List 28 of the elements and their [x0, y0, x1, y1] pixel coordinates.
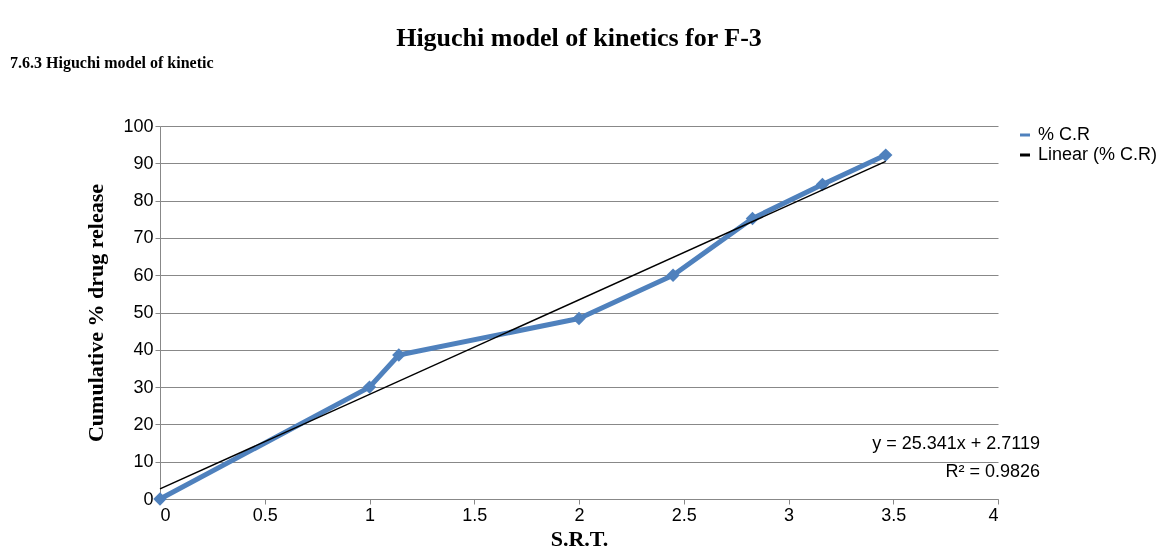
x-tick-label: 3.5 — [881, 504, 907, 525]
y-tick-label: 20 — [133, 413, 154, 434]
x-tick-label: 0.5 — [252, 504, 278, 525]
annotation: R² = 0.9826 — [945, 461, 1040, 481]
x-tick-label: 4 — [988, 504, 999, 525]
x-axis-title: S.R.T. — [550, 525, 609, 551]
y-tick-label: 70 — [133, 227, 154, 248]
chart-title: Higuchi model of kinetics for F-3 — [396, 23, 762, 52]
text: 7.6.3 Higuchi model of kinetic — [10, 54, 214, 72]
x-tick-label: 0 — [160, 504, 171, 525]
y-tick-label: 10 — [133, 451, 154, 472]
x-tick-label: 1 — [364, 504, 376, 525]
x-tick-label: 1.5 — [462, 504, 488, 525]
legend-label: Linear (% C.R) — [1038, 144, 1158, 164]
y-tick-label: 100 — [123, 115, 154, 136]
y-axis-title: Cumulative % drug release — [83, 183, 109, 443]
x-tick-label: 2.5 — [671, 504, 697, 525]
y-tick-label: 80 — [133, 190, 154, 211]
annotation: y = 25.341x + 2.7119 — [872, 433, 1040, 453]
x-tick-label: 3 — [783, 504, 795, 525]
y-tick-label: 0 — [143, 488, 154, 509]
legend-label: % C.R — [1038, 124, 1091, 144]
y-tick-label: 60 — [133, 264, 154, 285]
y-tick-label: 30 — [133, 376, 154, 397]
y-tick-label: 50 — [133, 302, 154, 322]
y-tick-label: 40 — [133, 339, 154, 360]
y-tick-label: 90 — [133, 152, 154, 173]
x-tick-label: 2 — [574, 504, 585, 525]
